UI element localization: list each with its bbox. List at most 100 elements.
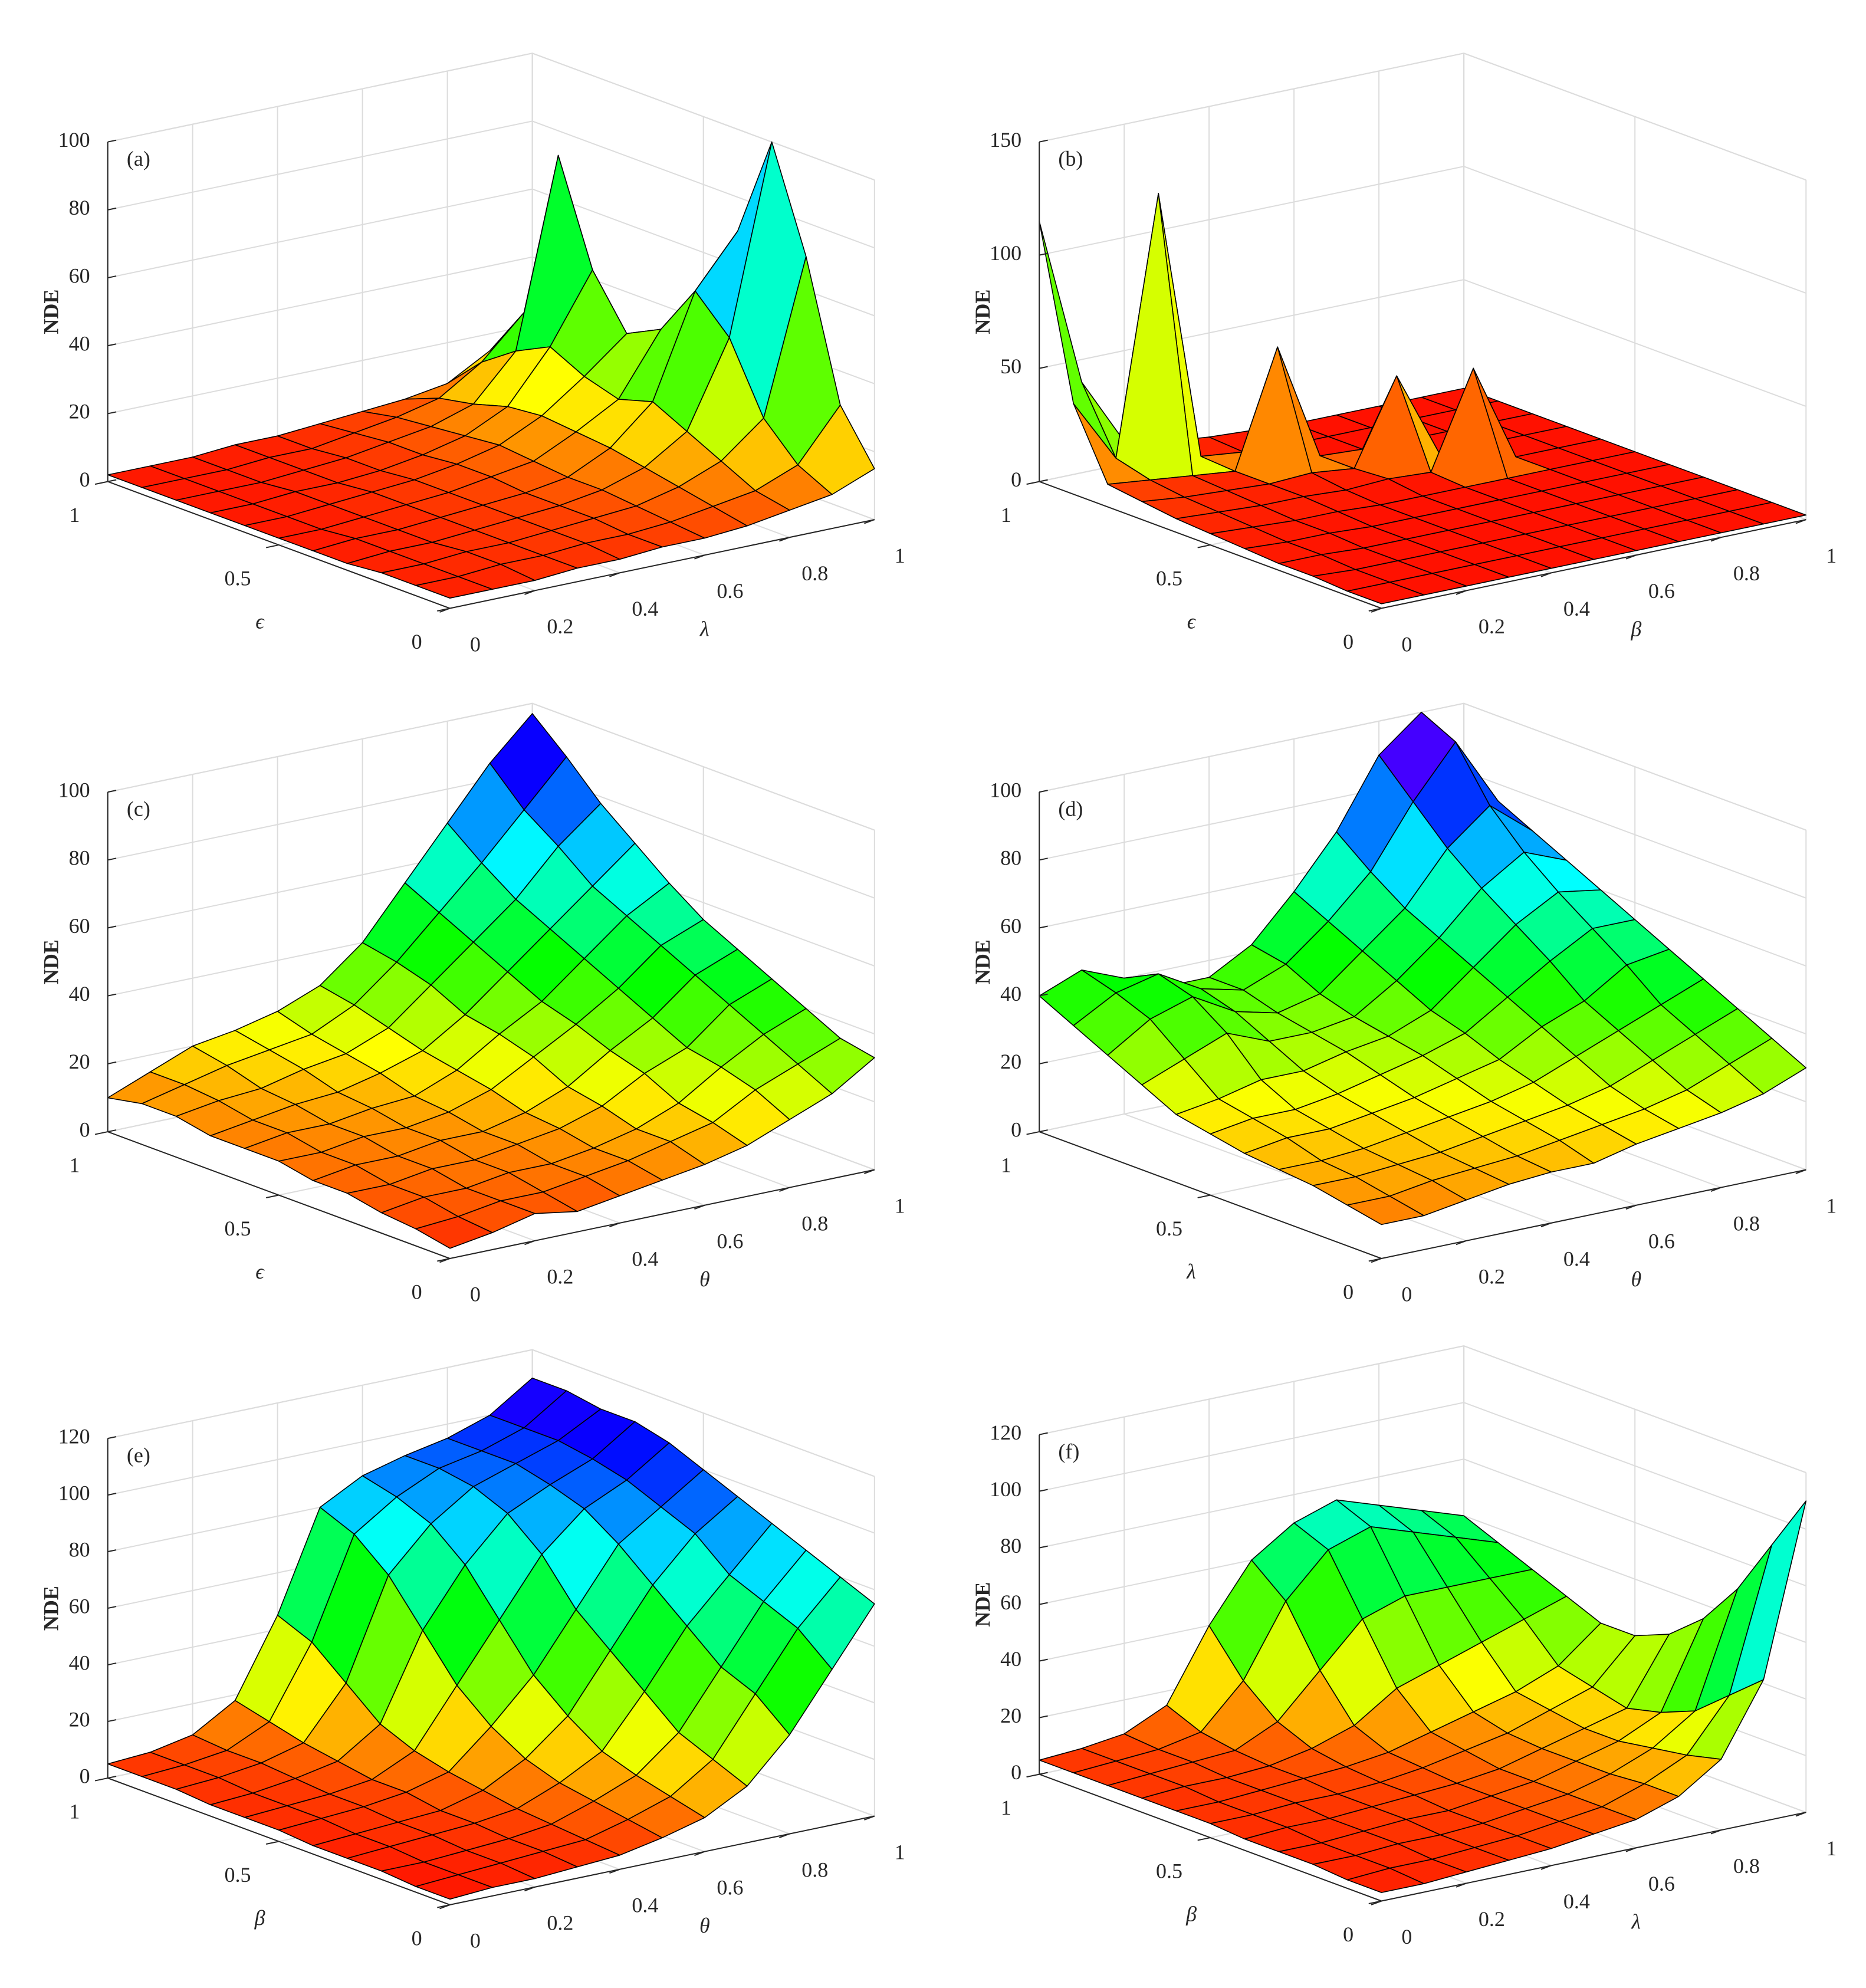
x-tick — [779, 537, 790, 542]
x-axis-label: λ — [1631, 1910, 1641, 1933]
box-edge — [1039, 52, 1806, 181]
x-tick-label: 0 — [470, 1929, 481, 1953]
x-tick-label: 0 — [1401, 1283, 1412, 1306]
surface-face — [1346, 1195, 1425, 1225]
z-tick — [1039, 366, 1048, 369]
y-axis-label: ϵ — [255, 1260, 265, 1283]
y-axis-label: ϵ — [1187, 610, 1197, 633]
y-tick-label: 1 — [69, 1153, 80, 1177]
y-axis-label: β — [254, 1906, 265, 1930]
x-tick-label: 0.2 — [547, 1265, 573, 1289]
y-tick — [94, 1131, 108, 1135]
z-tick — [107, 1493, 117, 1496]
z-tick-label: 100 — [990, 241, 1021, 265]
x-tick-label: 0.4 — [1563, 1890, 1590, 1913]
z-tick — [107, 1436, 117, 1440]
z-tick — [1039, 1488, 1048, 1492]
x-tick-label: 1 — [1826, 1194, 1837, 1217]
x-tick-label: 0.6 — [1648, 579, 1675, 603]
z-tick — [107, 139, 117, 143]
y-tick-label: 0 — [1343, 1280, 1353, 1303]
z-tick — [107, 207, 117, 211]
z-tick — [107, 857, 117, 861]
z-tick — [107, 343, 117, 347]
y-axis-label: β — [1185, 1902, 1197, 1926]
y-tick — [265, 1841, 279, 1845]
y-tick-label: 1 — [69, 503, 80, 527]
x-axis — [449, 1169, 875, 1259]
x-tick — [524, 1886, 536, 1892]
x-tick — [1625, 1204, 1637, 1210]
z-tick-label: 80 — [69, 1537, 90, 1561]
z-tick — [1039, 1602, 1048, 1605]
z-tick-label: 60 — [69, 1594, 90, 1618]
x-tick — [1540, 572, 1552, 577]
y-tick — [1026, 1131, 1040, 1135]
z-tick — [107, 1606, 117, 1609]
x-tick — [1540, 1865, 1552, 1870]
z-tick — [1039, 1715, 1048, 1718]
x-tick-label: 0.6 — [717, 1875, 743, 1899]
y-tick-label: 0.5 — [1156, 567, 1182, 590]
x-tick — [609, 572, 620, 577]
surface-face — [415, 1874, 493, 1900]
grid-line — [1039, 1345, 1806, 1474]
z-tick — [107, 790, 117, 793]
z-tick — [1039, 1061, 1048, 1064]
z-tick-label: 40 — [69, 332, 90, 356]
y-tick — [1197, 1837, 1211, 1841]
z-tick-label: 150 — [990, 128, 1021, 152]
x-tick — [864, 1169, 875, 1174]
x-tick-label: 1 — [895, 544, 905, 567]
z-axis-label: NDE — [971, 1582, 994, 1627]
x-tick — [1456, 1882, 1467, 1888]
z-tick — [1039, 1129, 1048, 1133]
x-tick-label: 0.4 — [632, 597, 658, 620]
grid-line — [1039, 52, 1806, 181]
x-tick — [1710, 1829, 1722, 1835]
surface-face — [1346, 1868, 1425, 1893]
y-tick-label: 0.5 — [225, 1863, 251, 1887]
x-tick-label: 1 — [1826, 544, 1837, 567]
panel-label: (e) — [127, 1444, 150, 1467]
z-tick — [107, 1719, 117, 1723]
z-tick — [107, 411, 117, 415]
z-tick-label: 0 — [80, 1118, 90, 1141]
z-axis-label: NDE — [40, 939, 63, 984]
x-axis-label: λ — [699, 617, 709, 640]
x-axis — [1381, 1812, 1806, 1902]
x-tick-label: 0.6 — [1648, 1229, 1675, 1253]
box-edge — [1039, 1345, 1806, 1474]
z-axis-label: NDE — [971, 939, 994, 984]
y-tick-label: 0 — [1343, 1923, 1353, 1946]
z-tick-label: 100 — [990, 1477, 1021, 1501]
x-tick — [1795, 519, 1806, 524]
x-tick-label: 0.4 — [632, 1894, 658, 1917]
grid-line — [107, 52, 875, 181]
x-tick-label: 0.6 — [717, 1229, 743, 1253]
x-tick-label: 0 — [1401, 632, 1412, 656]
x-axis-label: θ — [1631, 1267, 1642, 1291]
z-tick-label: 120 — [58, 1424, 90, 1448]
x-tick-label: 0.8 — [1733, 1854, 1760, 1878]
x-tick-label: 0.2 — [1479, 615, 1505, 638]
y-tick — [1197, 1194, 1211, 1198]
x-tick-label: 1 — [895, 1194, 905, 1217]
x-tick-label: 0.4 — [1563, 1247, 1590, 1271]
x-tick-label: 0.6 — [1648, 1872, 1675, 1895]
y-tick — [1368, 1900, 1382, 1904]
z-axis-label: NDE — [40, 1586, 63, 1631]
x-tick — [694, 554, 705, 560]
z-tick — [1039, 925, 1048, 929]
z-tick — [107, 1061, 117, 1064]
x-tick-label: 0.4 — [632, 1247, 658, 1271]
z-tick — [1039, 1432, 1048, 1435]
x-tick — [694, 1851, 705, 1856]
x-axis-label: θ — [699, 1914, 710, 1937]
y-tick — [437, 607, 451, 612]
panel-label: (a) — [127, 147, 150, 170]
y-tick — [1026, 481, 1040, 485]
